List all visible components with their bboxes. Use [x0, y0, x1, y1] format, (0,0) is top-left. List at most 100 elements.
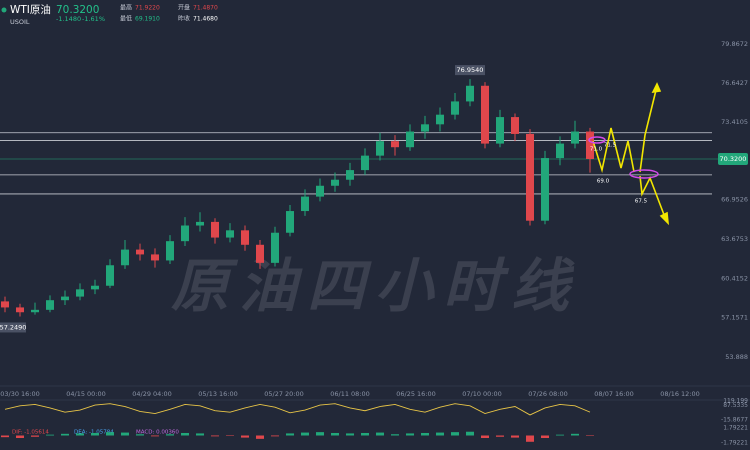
macd-bar — [136, 434, 144, 436]
stat-value: 71.9220 — [135, 5, 160, 12]
candle-body — [286, 211, 294, 233]
macd-bar — [361, 432, 369, 436]
stat-label: 开盘 — [178, 4, 190, 12]
macd-bar — [541, 435, 549, 439]
stat-label: 昨收 — [178, 15, 190, 23]
y-tick-label: 79.8672 — [721, 40, 748, 48]
macd-bar — [91, 432, 99, 436]
low-callout — [0, 322, 26, 333]
macd-bar — [511, 435, 519, 438]
macd-legend: DIF: -1.05614 — [12, 430, 49, 436]
macd-bar — [106, 432, 114, 436]
forecast-down — [639, 175, 667, 221]
forecast-up — [639, 85, 658, 173]
macd-bar — [406, 433, 414, 436]
macd-bar — [391, 434, 399, 436]
forecast-label: 67.5 — [635, 198, 648, 204]
macd-bar — [301, 432, 309, 436]
macd-bar — [166, 434, 174, 436]
candle-body — [556, 143, 564, 159]
last-price-label: 70.3200 — [720, 155, 747, 163]
macd-bar — [46, 434, 54, 436]
stat-label: 最高 — [120, 4, 132, 12]
candle-body — [421, 124, 429, 132]
y-tick-label: 60.4152 — [721, 274, 748, 282]
y-tick-label: 57.1571 — [721, 314, 748, 322]
symbol-code: USOIL — [10, 18, 30, 26]
x-tick-label: 05/27 20:00 — [264, 390, 304, 398]
x-tick-label: 03/30 16:00 — [0, 390, 40, 398]
candle-body — [106, 265, 114, 286]
y-tick-label: 119.199 — [723, 398, 748, 405]
y-tick-label: 63.6753 — [721, 235, 748, 243]
candle-body — [496, 117, 504, 144]
candle-body — [211, 221, 219, 238]
candle-body — [151, 254, 159, 261]
candle-body — [586, 131, 594, 160]
macd-bar — [16, 435, 24, 439]
macd-bar — [181, 432, 189, 436]
last-price-tag — [718, 153, 748, 166]
macd-bar — [256, 435, 264, 439]
status-dot — [1, 7, 7, 13]
kdj-line — [4, 403, 591, 416]
candle-body — [436, 114, 444, 125]
forecast-label: 69.0 — [597, 178, 610, 184]
x-tick-label: 07/10 00:00 — [462, 390, 502, 398]
high-label: 76.9540 — [457, 66, 484, 74]
change-pct: -1.61% — [82, 15, 105, 23]
y-tick-label: 76.6427 — [721, 79, 748, 87]
macd-bar — [151, 435, 159, 437]
macd-bar — [571, 433, 579, 436]
forecast-label: 71.5 — [604, 142, 617, 148]
candle-body — [76, 289, 84, 297]
symbol-price: 70.3200 — [56, 4, 99, 16]
candle-body — [361, 155, 369, 171]
highlight-ellipse — [588, 136, 606, 144]
stat-value: 71.4870 — [193, 5, 218, 12]
macd-bar — [586, 435, 594, 436]
stat-value: 71.4680 — [193, 16, 218, 23]
macd-bar — [316, 432, 324, 436]
candle-body — [481, 85, 489, 144]
macd-bar — [526, 435, 534, 442]
candle-body — [121, 249, 129, 266]
macd-bar — [271, 435, 279, 437]
macd-legend: MACD: 0.00360 — [136, 430, 179, 436]
candle-body — [301, 196, 309, 212]
candle-body — [526, 133, 534, 221]
y-tick-label: -1.79221 — [721, 440, 748, 447]
candle-body — [511, 117, 519, 134]
candle-body — [346, 170, 354, 180]
candle-body — [466, 85, 474, 102]
candle-body — [91, 285, 99, 290]
x-tick-label: 06/25 16:00 — [396, 390, 436, 398]
candle-body — [406, 131, 414, 148]
macd-bar — [1, 435, 9, 438]
macd-bar — [331, 432, 339, 436]
arrow-head — [651, 82, 662, 94]
candle-body — [376, 141, 384, 156]
macd-bar — [286, 433, 294, 436]
macd-bar — [436, 432, 444, 436]
y-tick-label: 53.888 — [725, 353, 748, 361]
candle-body — [181, 225, 189, 242]
candle-body — [16, 307, 24, 313]
candle-body — [46, 300, 54, 310]
macd-bar — [31, 435, 39, 437]
candle-body — [331, 179, 339, 186]
forecast-label: 71.0 — [590, 146, 603, 152]
candle-body — [1, 301, 9, 308]
candle-body — [196, 221, 204, 226]
forecast — [592, 82, 670, 226]
arrow-head — [659, 211, 670, 226]
x-tick-label: 04/15 00:00 — [66, 390, 106, 398]
macd-legend: DEA: -1.05784 — [74, 430, 114, 436]
symbol-name[interactable]: WTI原油 — [10, 3, 51, 16]
candle-body — [31, 309, 39, 313]
candle-body — [391, 141, 399, 148]
change: -1.1480 — [56, 15, 81, 23]
candle-body — [166, 241, 174, 261]
y-tick-label: 73.4105 — [721, 118, 748, 126]
